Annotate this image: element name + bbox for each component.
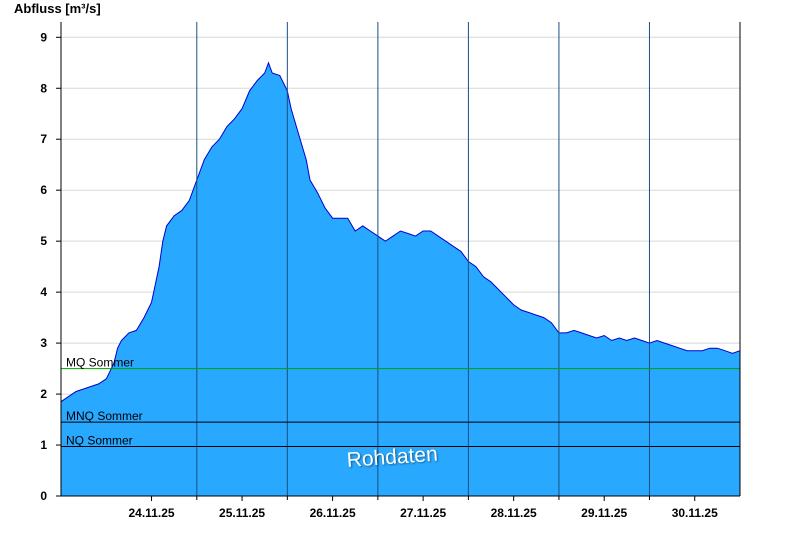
x-tick-label-1: 24.11.25 xyxy=(129,506,175,520)
x-tick-label-6: 29.11.25 xyxy=(581,506,627,520)
y-tick-label-7: 7 xyxy=(40,132,47,146)
x-tick-label-7: 30.11.25 xyxy=(672,506,718,520)
y-tick-label-2: 2 xyxy=(40,387,47,401)
y-tick-label-4: 4 xyxy=(40,285,47,299)
reference-label-3: NQ Sommer xyxy=(66,434,133,448)
x-tick-label-3: 26.11.25 xyxy=(310,506,356,520)
y-tick-label-9: 9 xyxy=(40,30,47,44)
reference-label-2: MNQ Sommer xyxy=(66,409,143,423)
y-tick-label-6: 6 xyxy=(40,183,47,197)
y-tick-label-0: 0 xyxy=(40,489,47,503)
x-tick-label-5: 28.11.25 xyxy=(491,506,537,520)
x-tick-label-4: 27.11.25 xyxy=(400,506,446,520)
y-tick-label-5: 5 xyxy=(40,234,47,248)
discharge-area xyxy=(61,62,740,497)
x-tick-label-2: 25.11.25 xyxy=(219,506,265,520)
y-tick-label-1: 1 xyxy=(40,438,47,452)
reference-label-1: MQ Sommer xyxy=(66,356,134,370)
discharge-line xyxy=(60,61,741,403)
y-tick-label-3: 3 xyxy=(40,336,47,350)
y-tick-label-8: 8 xyxy=(40,81,47,95)
y-axis-label: Abfluss [m³/s] xyxy=(14,1,101,16)
